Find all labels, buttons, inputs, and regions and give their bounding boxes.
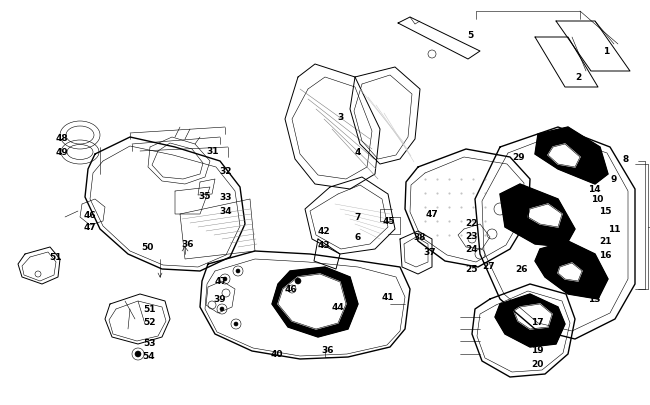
Text: 28: 28 <box>513 215 525 224</box>
Circle shape <box>223 277 227 281</box>
Text: 13: 13 <box>588 295 600 304</box>
Text: 46: 46 <box>84 211 96 220</box>
Circle shape <box>135 351 141 357</box>
Text: 39: 39 <box>214 295 226 304</box>
Text: 26: 26 <box>515 265 528 274</box>
Text: 21: 21 <box>599 237 611 246</box>
Text: 40: 40 <box>271 350 283 358</box>
Text: 38: 38 <box>414 233 426 242</box>
Text: 47: 47 <box>426 210 438 219</box>
Text: 52: 52 <box>143 318 155 327</box>
Text: 12: 12 <box>543 270 555 279</box>
Text: 4: 4 <box>355 148 361 157</box>
Text: 41: 41 <box>382 293 395 302</box>
Polygon shape <box>272 267 358 337</box>
Text: 37: 37 <box>424 248 436 257</box>
Text: 14: 14 <box>588 185 601 194</box>
Text: 43: 43 <box>318 241 330 250</box>
Text: 36: 36 <box>322 345 334 355</box>
Text: 16: 16 <box>599 250 611 259</box>
Text: 27: 27 <box>513 189 525 198</box>
Text: 9: 9 <box>611 175 618 184</box>
Text: 54: 54 <box>143 352 155 360</box>
Text: 30: 30 <box>504 200 516 209</box>
Text: 17: 17 <box>530 318 543 327</box>
Text: 7: 7 <box>355 213 361 222</box>
Text: 3: 3 <box>337 113 343 122</box>
Polygon shape <box>278 274 346 329</box>
Text: 53: 53 <box>143 339 155 347</box>
Polygon shape <box>535 128 608 185</box>
Text: 25: 25 <box>466 265 478 274</box>
Text: 2: 2 <box>575 73 581 82</box>
Text: 8: 8 <box>623 155 629 164</box>
Text: 5: 5 <box>467 30 473 39</box>
Text: 49: 49 <box>56 148 68 157</box>
Text: 34: 34 <box>220 207 232 216</box>
Polygon shape <box>535 241 608 299</box>
Text: 51: 51 <box>143 305 155 314</box>
Circle shape <box>295 278 301 284</box>
Text: 31: 31 <box>207 147 219 156</box>
Text: 48: 48 <box>56 134 68 143</box>
Text: 24: 24 <box>465 245 478 254</box>
Text: 45: 45 <box>383 217 395 226</box>
Circle shape <box>220 307 224 311</box>
Text: 1: 1 <box>603 47 609 56</box>
Text: 20: 20 <box>531 360 543 369</box>
Text: 23: 23 <box>466 232 478 241</box>
Text: 35: 35 <box>199 192 211 201</box>
Circle shape <box>236 269 240 273</box>
Text: 11: 11 <box>608 225 620 234</box>
Text: 47: 47 <box>214 277 227 286</box>
Text: 36: 36 <box>182 240 194 249</box>
Text: 19: 19 <box>530 345 543 355</box>
Text: 22: 22 <box>466 219 478 228</box>
Polygon shape <box>514 304 552 329</box>
Text: 6: 6 <box>355 233 361 242</box>
Text: 51: 51 <box>50 253 62 262</box>
Polygon shape <box>528 205 562 228</box>
Polygon shape <box>500 185 575 247</box>
Text: 42: 42 <box>318 227 330 236</box>
Text: 29: 29 <box>513 153 525 162</box>
Circle shape <box>234 322 238 326</box>
Text: 18: 18 <box>531 332 543 341</box>
Text: 32: 32 <box>220 167 232 176</box>
Text: 15: 15 <box>599 207 611 216</box>
Polygon shape <box>495 294 565 347</box>
Text: 50: 50 <box>141 243 153 252</box>
Text: 47: 47 <box>84 223 96 232</box>
Text: 46: 46 <box>285 285 297 294</box>
Text: 33: 33 <box>220 193 232 202</box>
Polygon shape <box>548 145 580 168</box>
Text: 27: 27 <box>483 262 495 271</box>
Polygon shape <box>558 263 582 281</box>
Text: 44: 44 <box>332 303 344 312</box>
Text: 10: 10 <box>591 195 603 204</box>
